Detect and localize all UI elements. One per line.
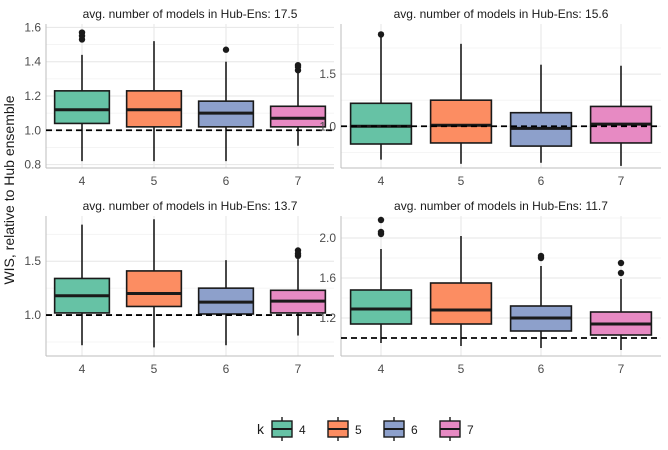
box-7 (269, 61, 327, 146)
box-7 (269, 247, 327, 336)
outlier-point (617, 259, 625, 267)
box-4 (349, 31, 413, 160)
x-tick-label: 4 (378, 362, 385, 376)
panel-4: avg. number of models in Hub-Ens: 11.7 1.… (319, 199, 661, 376)
y-tick-label: 1.0 (319, 119, 336, 133)
legend-label: 7 (467, 423, 474, 437)
panel-1: avg. number of models in Hub-Ens: 17.5 0.… (24, 7, 334, 188)
box-7 (589, 259, 653, 350)
box-body (53, 90, 111, 125)
box-5 (429, 43, 493, 164)
box-7 (589, 65, 653, 166)
x-tick-label: 4 (378, 174, 385, 188)
legend-item-5: 5 (327, 417, 362, 441)
box-6 (197, 46, 255, 162)
box-4 (349, 216, 413, 343)
x-tick-label: 4 (79, 174, 86, 188)
box-body (349, 289, 413, 325)
y-tick-label: 1.2 (319, 311, 336, 325)
box-5 (125, 219, 183, 348)
panel-title: avg. number of models in Hub-Ens: 17.5 (83, 7, 298, 21)
outlier-point (377, 31, 385, 38)
panel-title: avg. number of models in Hub-Ens: 13.7 (83, 199, 298, 213)
outlier-point (537, 252, 545, 260)
legend-label: 5 (355, 423, 362, 437)
box-body (429, 282, 493, 325)
box-body (349, 102, 413, 145)
panel-3: avg. number of models in Hub-Ens: 13.7 1.… (24, 199, 334, 376)
y-tick-label: 1.6 (319, 271, 336, 285)
x-tick-label: 7 (618, 362, 625, 376)
x-tick-label: 6 (223, 174, 230, 188)
y-tick-label: 1.6 (24, 20, 41, 34)
x-tick-label: 5 (151, 362, 158, 376)
panels: avg. number of models in Hub-Ens: 17.5 0.… (24, 7, 661, 376)
box-5 (125, 41, 183, 162)
box-4 (53, 224, 111, 346)
outlier-point (294, 247, 302, 254)
box-6 (197, 260, 255, 346)
y-tick-label: 2.0 (319, 231, 336, 245)
x-tick-label: 6 (538, 174, 545, 188)
x-tick-label: 6 (538, 362, 545, 376)
box-4 (53, 29, 111, 162)
y-tick-label: 1.5 (319, 67, 336, 81)
x-tick-label: 7 (295, 174, 302, 188)
box-body (269, 105, 327, 128)
outlier-point (377, 228, 385, 236)
outlier-point (78, 29, 86, 36)
legend-title: k (257, 421, 265, 437)
outlier-point (222, 46, 230, 53)
panel-2: avg. number of models in Hub-Ens: 15.6 1.… (319, 7, 661, 188)
panel-title: avg. number of models in Hub-Ens: 11.7 (394, 199, 608, 213)
y-tick-label: 1.2 (24, 89, 41, 103)
legend-label: 6 (411, 423, 418, 437)
box-body (125, 270, 183, 308)
y-tick-label: 1.4 (24, 55, 41, 69)
x-tick-label: 6 (223, 362, 230, 376)
box-body (429, 99, 493, 144)
legend-label: 4 (299, 423, 306, 437)
y-tick-label: 1.0 (24, 123, 41, 137)
y-axis-label: WIS, relative to Hub ensemble (1, 95, 17, 284)
x-tick-label: 7 (618, 174, 625, 188)
legend: k 4 5 6 7 (257, 417, 474, 441)
x-tick-label: 5 (458, 174, 465, 188)
x-tick-label: 5 (151, 174, 158, 188)
legend-item-4: 4 (271, 417, 306, 441)
outlier-point (294, 61, 302, 69)
legend-item-7: 7 (439, 417, 474, 441)
box-6 (509, 64, 573, 163)
x-tick-label: 5 (458, 362, 465, 376)
box-5 (429, 236, 493, 346)
y-tick-label: 1.5 (24, 254, 41, 268)
x-tick-label: 4 (79, 362, 86, 376)
legend-item-6: 6 (383, 417, 418, 441)
outlier-point (377, 216, 385, 224)
x-tick-label: 7 (295, 362, 302, 376)
outlier-point (617, 269, 625, 277)
y-tick-label: 1.0 (24, 308, 41, 322)
box-6 (509, 252, 573, 348)
panel-title: avg. number of models in Hub-Ens: 15.6 (394, 7, 609, 21)
y-tick-label: 0.8 (24, 158, 41, 172)
